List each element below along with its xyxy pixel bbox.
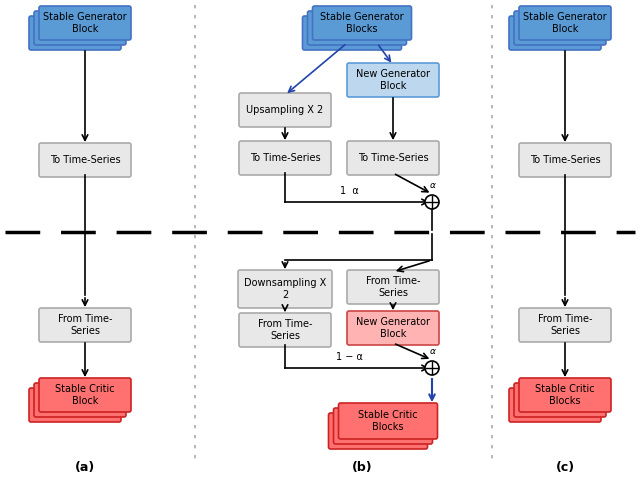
FancyBboxPatch shape — [519, 143, 611, 177]
FancyBboxPatch shape — [312, 6, 412, 40]
Text: To Time-Series: To Time-Series — [530, 155, 600, 165]
FancyBboxPatch shape — [514, 383, 606, 417]
FancyBboxPatch shape — [519, 308, 611, 342]
Text: Stable Critic
Blocks: Stable Critic Blocks — [358, 410, 418, 432]
Text: New Generator
Block: New Generator Block — [356, 317, 430, 339]
FancyBboxPatch shape — [328, 413, 428, 449]
Text: Stable Generator
Block: Stable Generator Block — [43, 12, 127, 34]
Text: New Generator
Block: New Generator Block — [356, 69, 430, 91]
FancyBboxPatch shape — [347, 63, 439, 97]
FancyBboxPatch shape — [239, 141, 331, 175]
Circle shape — [425, 361, 439, 375]
FancyBboxPatch shape — [519, 6, 611, 40]
FancyBboxPatch shape — [39, 378, 131, 412]
Text: 1  α: 1 α — [340, 186, 359, 196]
FancyBboxPatch shape — [39, 143, 131, 177]
Text: Downsampling X
2: Downsampling X 2 — [244, 278, 326, 300]
FancyBboxPatch shape — [238, 270, 332, 308]
FancyBboxPatch shape — [34, 11, 126, 45]
Text: From Time-
Series: From Time- Series — [365, 276, 420, 298]
Text: (a): (a) — [75, 460, 95, 474]
Text: α: α — [430, 181, 436, 190]
Text: Upsampling X 2: Upsampling X 2 — [246, 105, 324, 115]
Text: From Time-
Series: From Time- Series — [58, 314, 112, 336]
FancyBboxPatch shape — [39, 308, 131, 342]
FancyBboxPatch shape — [509, 16, 601, 50]
FancyBboxPatch shape — [347, 141, 439, 175]
Text: (b): (b) — [352, 460, 372, 474]
Text: (c): (c) — [556, 460, 575, 474]
FancyBboxPatch shape — [239, 93, 331, 127]
FancyBboxPatch shape — [34, 383, 126, 417]
FancyBboxPatch shape — [519, 378, 611, 412]
FancyBboxPatch shape — [339, 403, 438, 439]
FancyBboxPatch shape — [29, 388, 121, 422]
Text: Stable Critic
Blocks: Stable Critic Blocks — [535, 384, 595, 406]
Text: α: α — [430, 347, 436, 356]
Text: From Time-
Series: From Time- Series — [538, 314, 592, 336]
FancyBboxPatch shape — [39, 6, 131, 40]
FancyBboxPatch shape — [514, 11, 606, 45]
FancyBboxPatch shape — [29, 16, 121, 50]
FancyBboxPatch shape — [239, 313, 331, 347]
Text: Stable Critic
Block: Stable Critic Block — [55, 384, 115, 406]
Text: To Time-Series: To Time-Series — [250, 153, 320, 163]
Circle shape — [425, 195, 439, 209]
Text: To Time-Series: To Time-Series — [358, 153, 428, 163]
Text: From Time-
Series: From Time- Series — [258, 319, 312, 341]
FancyBboxPatch shape — [347, 311, 439, 345]
FancyBboxPatch shape — [307, 11, 406, 45]
FancyBboxPatch shape — [303, 16, 401, 50]
Text: Stable Generator
Block: Stable Generator Block — [523, 12, 607, 34]
FancyBboxPatch shape — [509, 388, 601, 422]
Text: To Time-Series: To Time-Series — [50, 155, 120, 165]
Text: Stable Generator
Blocks: Stable Generator Blocks — [320, 12, 404, 34]
Text: 1 − α: 1 − α — [336, 352, 363, 362]
FancyBboxPatch shape — [347, 270, 439, 304]
FancyBboxPatch shape — [333, 408, 433, 444]
